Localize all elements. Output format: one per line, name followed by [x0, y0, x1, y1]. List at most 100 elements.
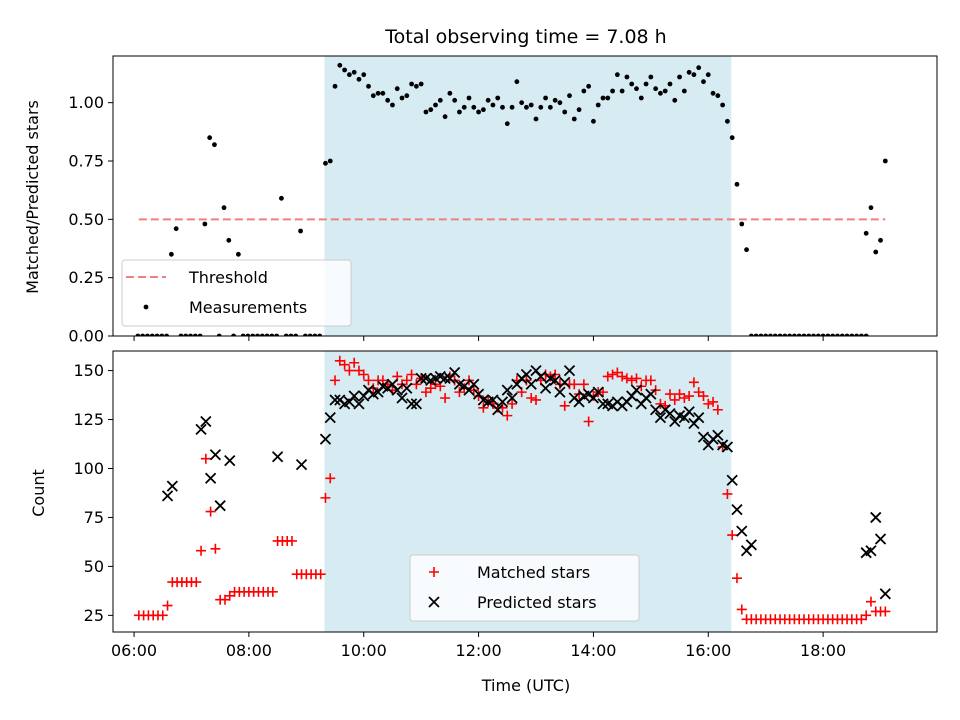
matched-star-point	[526, 392, 537, 403]
measurement-point	[346, 72, 352, 78]
measurement-point	[466, 95, 472, 101]
predicted-star-point	[865, 545, 877, 557]
measurement-point	[327, 158, 333, 164]
matched-star-point	[531, 394, 542, 405]
matched-star-point	[320, 492, 331, 503]
measurement-point	[576, 107, 582, 113]
measurement-point	[216, 333, 222, 336]
measurement-point	[610, 88, 615, 94]
predicted-star-point	[449, 366, 461, 379]
top-legend: Threshold Measurements	[121, 259, 352, 327]
measurement-point	[212, 142, 217, 148]
predicted-star-point	[200, 415, 212, 428]
measurement-point	[375, 90, 381, 96]
measurement-point	[806, 333, 812, 336]
measurement-point	[653, 86, 659, 92]
bottom-y-tick-label: 25	[84, 606, 104, 625]
matched-star-point	[267, 586, 278, 597]
measurement-point	[729, 135, 735, 141]
measurement-point	[323, 160, 328, 166]
matched-star-point	[411, 379, 422, 390]
matched-star-point	[626, 375, 637, 386]
matched-star-point	[502, 410, 513, 421]
measurement-point	[691, 72, 697, 78]
measurement-point	[543, 95, 548, 101]
measurement-point	[447, 90, 453, 96]
predicted-star-point	[874, 533, 887, 545]
measurement-point	[245, 333, 251, 336]
measurement-point	[882, 158, 888, 164]
measurement-point	[197, 333, 203, 336]
predicted-star-point	[879, 588, 891, 600]
matched-star-point	[210, 543, 221, 554]
measurement-point	[423, 109, 429, 115]
measurement-point	[873, 249, 879, 255]
measurement-point	[538, 104, 544, 110]
predicted-star-point	[319, 433, 332, 445]
measurement-point	[264, 333, 270, 336]
measurement-point	[552, 97, 558, 103]
measurement-point	[725, 118, 730, 124]
measurement-point	[768, 333, 773, 336]
measurement-point	[634, 86, 639, 92]
measurement-point	[667, 81, 673, 87]
measurement-point	[720, 102, 726, 108]
matched-star-point	[731, 573, 742, 584]
measurement-point	[231, 333, 236, 336]
measurement-point	[868, 205, 874, 211]
measurement-point	[701, 79, 706, 85]
matched-star-point	[583, 416, 594, 427]
matched-star-point	[349, 357, 360, 368]
bottom-y-tick-label: 75	[84, 508, 104, 527]
predicted-star-point	[654, 411, 667, 424]
measurement-point	[255, 333, 260, 336]
x-tick-label: 14:00	[570, 641, 616, 660]
matched-star-point	[602, 371, 613, 382]
measurement-point	[734, 181, 740, 187]
measurement-point	[361, 72, 367, 78]
measurement-point	[188, 333, 193, 336]
measurement-point	[433, 102, 438, 108]
measurement-point	[858, 333, 864, 336]
matched-star-point	[865, 596, 876, 607]
measurement-point	[385, 97, 391, 103]
measurement-point	[235, 251, 241, 257]
measurement-point	[677, 74, 682, 80]
measurement-point	[192, 333, 198, 336]
top-observing-window	[324, 56, 732, 336]
measurement-point	[221, 205, 227, 211]
measurement-point	[801, 333, 807, 336]
measurement-point	[226, 237, 232, 243]
matched-star-point	[196, 545, 207, 556]
matched-star-point	[440, 392, 451, 403]
measurement-point	[418, 81, 424, 87]
measurement-point	[500, 104, 505, 110]
matched-star-point	[698, 391, 709, 402]
predicted-star-point	[520, 368, 533, 381]
predicted-star-point	[726, 474, 738, 486]
predicted-star-point	[353, 398, 365, 410]
predicted-star-point	[405, 398, 418, 410]
x-tick-label: 16:00	[685, 641, 731, 660]
measurement-point	[307, 333, 313, 336]
measurement-point	[399, 95, 405, 101]
measurement-point	[442, 114, 448, 120]
measurement-point	[288, 333, 294, 336]
measurement-point	[269, 333, 275, 336]
measurement-point	[428, 107, 434, 113]
x-axis-label: Time (UTC)	[481, 676, 570, 695]
predicted-star-point	[554, 386, 566, 398]
predicted-star-point	[415, 372, 427, 385]
predicted-star-point	[559, 376, 571, 388]
measurement-point	[312, 333, 318, 336]
measurement-point	[830, 333, 836, 336]
top-legend-box	[121, 259, 352, 327]
measurement-point	[250, 333, 256, 336]
measurement-point	[524, 104, 529, 110]
measurement-point	[854, 333, 860, 336]
x-tick-label: 10:00	[341, 641, 387, 660]
matched-star-point	[717, 441, 728, 452]
matched-star-point	[191, 577, 202, 588]
measurement-point	[317, 333, 323, 336]
top-y-tick-label: 0.50	[68, 210, 104, 229]
